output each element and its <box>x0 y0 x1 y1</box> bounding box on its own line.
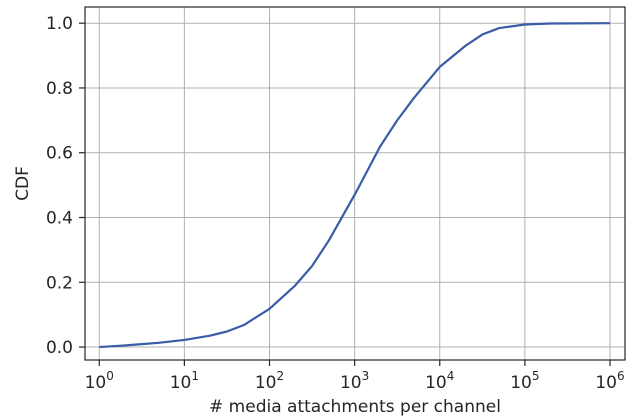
x-axis-label: # media attachments per channel <box>209 397 501 417</box>
x-tick-label: 100 <box>85 369 114 393</box>
plot-frame <box>84 6 626 361</box>
x-tick-label: 106 <box>595 369 624 393</box>
x-tick-label: 102 <box>255 369 284 393</box>
tick-labels: 100 101 102 103 104 105 106 0.0 0.2 0.4 0.6 0.8 1.0 <box>46 14 625 393</box>
y-tick-label: 1.0 <box>46 14 73 34</box>
cdf-line <box>99 22 611 349</box>
y-tick-label: 0.6 <box>46 144 73 164</box>
y-tick-label: 0.4 <box>46 209 73 229</box>
x-tick-label: 101 <box>170 369 199 393</box>
y-tick-label: 0.0 <box>46 338 73 358</box>
data-series <box>99 22 611 349</box>
grid <box>85 7 625 360</box>
x-tick-label: 105 <box>510 369 539 393</box>
y-tick-label: 0.2 <box>46 273 73 293</box>
y-tick-label: 0.8 <box>46 79 73 99</box>
y-axis-label: CDF <box>13 166 33 201</box>
x-tick-label: 104 <box>425 369 454 393</box>
x-tick-label: 103 <box>340 369 369 393</box>
axis-ticks <box>79 22 611 366</box>
